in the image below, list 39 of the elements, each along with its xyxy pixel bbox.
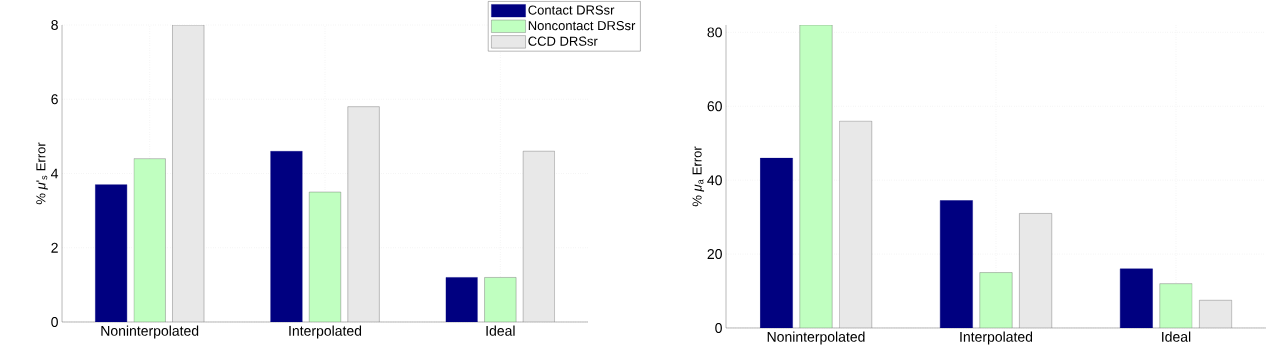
bar [799,24,833,328]
bar [839,120,872,328]
legend-label: Contact DRSsr [528,5,615,15]
y-tick-label: 40 [707,175,722,186]
y-axis-title: % μ'$_{s}$ Error [36,142,48,205]
y-tick-label: 0 [715,323,722,333]
y-tick-label: 0 [51,317,58,327]
x-tick-label: Noninterpolated [767,331,865,345]
bar [760,157,793,328]
bar [270,151,303,322]
bar [1119,268,1153,328]
bar [95,184,128,322]
y-tick-label: 4 [51,168,59,179]
y-tick-label: 6 [51,94,58,105]
x-tick-label: Ideal [486,325,515,336]
y-tick-label: 80 [707,27,722,38]
legend-label: Noncontact DRSsr [528,21,636,31]
y-axis-title: % μ$_{a}$ Error [692,146,705,207]
bar [309,191,341,322]
bar [1199,300,1232,328]
bar [1019,213,1052,328]
bar [1159,283,1193,328]
y-tick-label: 8 [51,20,58,30]
y-tick-label: 2 [51,242,58,253]
bar [940,200,973,328]
bar [347,106,380,322]
bar [484,277,517,322]
bar [979,272,1013,328]
x-tick-label: Ideal [1162,331,1191,342]
bar [133,158,166,322]
x-tick-label: Noninterpolated [101,325,199,339]
bar [172,24,205,322]
y-tick-label: 60 [707,101,722,112]
y-tick-label: 20 [707,249,722,260]
x-tick-label: Interpolated [960,331,1033,345]
bar [522,151,555,322]
legend-label: CCD DRSsr [528,36,598,46]
x-tick-label: Interpolated [289,325,362,339]
bar [445,277,478,322]
